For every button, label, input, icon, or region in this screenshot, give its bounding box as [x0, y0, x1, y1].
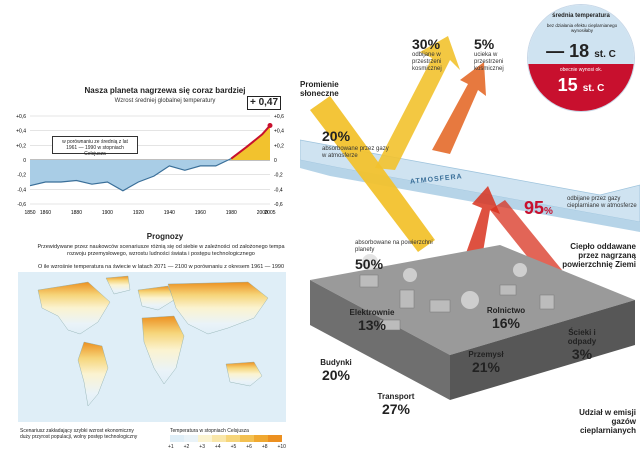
emission-share-text: Udział w emisji gazów cieplarnianych: [579, 408, 636, 435]
y-tick-left: +0,6: [16, 114, 26, 120]
sector-agriculture: Rolnictwo 16%: [486, 306, 526, 331]
escape-arrow: [432, 62, 486, 154]
y-tick-left: +0,2: [16, 143, 26, 149]
y-tick-right: 0: [274, 158, 277, 164]
legend-label: +2: [183, 444, 190, 450]
legend-swatch: [240, 435, 254, 442]
heat-arrow: [460, 186, 500, 270]
legend-labels: +1 +2 +3 +4 +5 +6 +8 +10: [168, 444, 286, 450]
x-tick-label: 1980: [226, 210, 237, 216]
x-tick-label: 1880: [71, 210, 82, 216]
absorbed-atmosphere-pct: 20%: [322, 128, 351, 144]
x-tick-label: 2005: [264, 210, 275, 216]
africa-shape: [141, 315, 185, 385]
latest-value-badge: + 0,47: [247, 96, 281, 110]
legend-label: +5: [230, 444, 237, 450]
sector-waste: Ścieki i odpady 3%: [567, 328, 597, 362]
sector-transport: Transport 27%: [377, 392, 415, 417]
greenhouse-illustration: [300, 36, 640, 400]
legend-label: +4: [214, 444, 221, 450]
y-tick-right: +0,4: [274, 129, 284, 135]
temp-current-label: obecnie wynosi ok.: [559, 67, 603, 73]
gases-reflect-pct: 95%: [524, 198, 553, 218]
escape-text: ucieka w przestrzeni kosmicznej: [474, 52, 504, 72]
y-tick-left: 0: [23, 158, 26, 164]
latest-point: [267, 123, 273, 129]
y-tick-right: -0,4: [274, 187, 283, 193]
heat-text: Ciepło oddawane przez nagrzaną powierzch…: [562, 242, 636, 269]
surface-pct: 50%: [355, 256, 384, 272]
y-tick-right: -0,6: [274, 202, 283, 208]
australia-shape: [225, 361, 263, 387]
absorbed-atmosphere-text: absorbowane przez gazy w atmosferze: [322, 146, 389, 159]
temperature-area-blue: [30, 125, 270, 191]
legend-label: +8: [261, 444, 268, 450]
x-tick-label: 1940: [164, 210, 175, 216]
x-tick-label: 2000: [257, 210, 268, 216]
legend-swatch: [212, 435, 226, 442]
x-tick-label: 1920: [133, 210, 144, 216]
legend-label: +3: [199, 444, 205, 450]
south-america-shape: [77, 341, 109, 407]
chart-subtitle: Wzrost średniej globalnej temperatury: [114, 98, 216, 104]
legend-swatch: [254, 435, 268, 442]
x-tick-label: 1860: [40, 210, 51, 216]
temp-without-label: bez działania efektu cieplarnianego wyno…: [546, 23, 618, 33]
prognosis-subtitle: O ile wzrośnie temperatura na świecie w …: [37, 264, 285, 270]
y-tick-left: -0,2: [17, 173, 26, 179]
legend-swatch: [226, 435, 240, 442]
prognosis-title: Prognozy: [146, 232, 184, 241]
sector-industry: Przemysł 21%: [468, 350, 504, 375]
x-tick-label: 1960: [195, 210, 206, 216]
prognosis-description: Przewidywane przez naukowców scenariusze…: [37, 244, 285, 257]
sun-rays-label: Promienie słoneczne: [300, 80, 339, 98]
sector-buildings: Budynki 20%: [320, 358, 352, 383]
reflected-text: odbijane w przestrzeni kosmicznej: [412, 52, 442, 72]
y-tick-left: -0,6: [17, 202, 26, 208]
legend-label: +10: [277, 444, 286, 450]
y-axis-right: +0,6 +0,4 +0,2 0 -0,2 -0,4 -0,6: [274, 114, 284, 208]
baseline-note: w porównaniu ze średnią z lat 1961 — 199…: [52, 136, 138, 157]
y-tick-right: +0,2: [274, 143, 284, 149]
scenario-note: Scenariusz zakładający szybki wzrost eko…: [20, 428, 138, 440]
temp-current-value: 15 st. C: [557, 75, 605, 95]
legend-swatch: [268, 435, 282, 442]
y-axis-left: +0,6 +0,4 +0,2 0 -0,2 -0,4 -0,6: [16, 114, 26, 208]
sun-arrow: [310, 96, 435, 252]
temperature-chart: +0,6 +0,4 +0,2 0 -0,2 -0,4 -0,6 +0,6 +0,4 +0,2 0 -…: [16, 114, 284, 216]
temperature-line-recent: [230, 124, 271, 160]
reflected-arrow: [375, 36, 460, 170]
average-temperature-badge: średnia temperatura bez działania efektu…: [527, 4, 635, 112]
y-tick-left: +0,4: [16, 129, 26, 135]
gases-reflect-text: odbijane przez gazy cieplarniane w atmos…: [567, 196, 637, 209]
legend-color-scale: [170, 435, 282, 442]
sector-power-plants: Elektrownie 13%: [349, 308, 395, 333]
reflected-pct: 30%: [412, 36, 441, 52]
y-tick-left: -0,4: [17, 187, 26, 193]
x-tick-label: 1900: [102, 210, 113, 216]
legend-swatch: [170, 435, 184, 442]
reflected-heat-arrow: [490, 200, 562, 280]
escape-pct: 5%: [474, 36, 495, 52]
x-tick-label: 1850: [24, 210, 35, 216]
north-america-shape: [37, 281, 111, 335]
chart-title: Nasza planeta nagrzewa się coraz bardzie…: [84, 86, 246, 95]
legend-swatch: [198, 435, 212, 442]
legend-title: Temperatura w stopniach Celsjusza: [170, 428, 249, 434]
asia-shape: [167, 281, 269, 335]
greenland-shape: [105, 275, 131, 295]
legend-swatch: [184, 435, 198, 442]
temp-without-value: — 18 st. C: [546, 41, 616, 61]
y-tick-right: -0,2: [274, 173, 283, 179]
world-map: [18, 272, 286, 422]
temp-title: średnia temperatura: [552, 13, 610, 19]
legend-label: +6: [246, 444, 252, 450]
surface-text: absorbowane na powierzchni planety: [355, 240, 433, 253]
legend-label: +1: [168, 444, 174, 450]
y-tick-right: +0,6: [274, 114, 284, 120]
europe-shape: [137, 285, 175, 311]
